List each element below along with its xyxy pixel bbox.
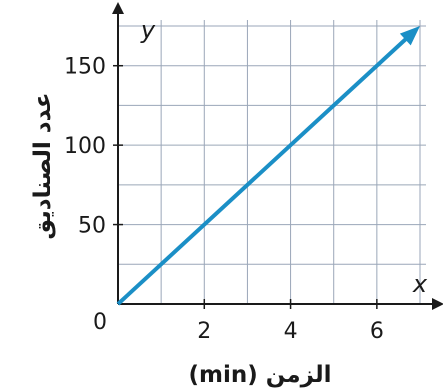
x-axis-title: الزمن (min) (188, 362, 331, 388)
y-axis-variable: y (140, 16, 156, 44)
x-tick-label: 4 (284, 319, 298, 344)
y-tick-label: 150 (64, 55, 106, 80)
x-tick-label: 6 (370, 319, 384, 344)
axes (112, 2, 443, 310)
series-arrowhead (399, 26, 420, 46)
y-axis-arrowhead (112, 2, 124, 14)
x-axis-arrowhead (432, 298, 443, 310)
y-tick-label: 100 (64, 134, 106, 159)
x-axis-variable: x (412, 270, 428, 298)
series (116, 26, 420, 306)
y-tick-label: 50 (78, 214, 106, 239)
x-tick-label: 2 (197, 319, 211, 344)
y-axis-title: عدد الصناديق (30, 92, 56, 239)
tick-labels: 2 4 6 50 100 150 (64, 55, 384, 344)
series-line (116, 32, 413, 306)
origin-label: 0 (93, 310, 107, 335)
